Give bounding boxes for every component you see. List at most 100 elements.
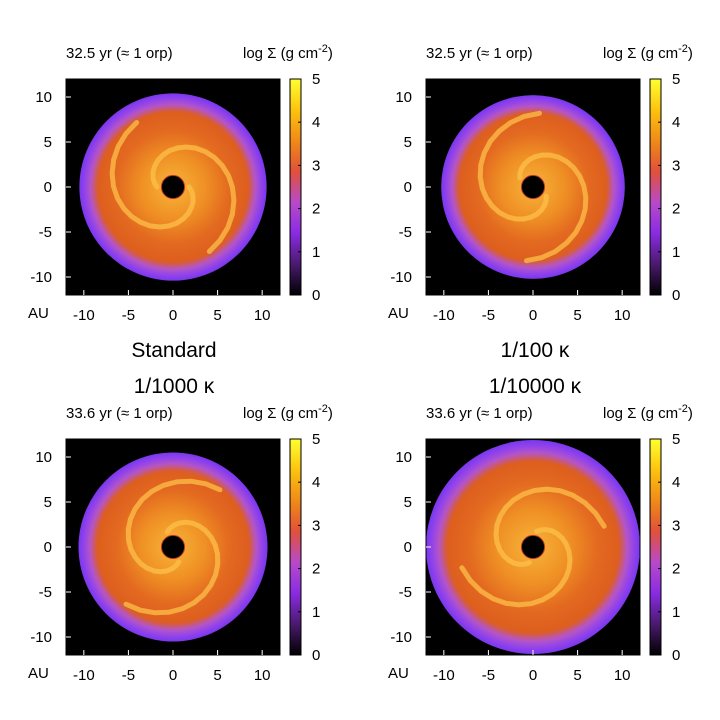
y-tick-label: -5 [399, 584, 412, 601]
colorbar-tick-label: 4 [312, 474, 320, 491]
inner-hole [160, 534, 186, 560]
colorbar-tick-label: 4 [672, 114, 680, 131]
colorbar-tick-label: 5 [672, 431, 680, 448]
y-tick-label: 0 [44, 179, 52, 196]
x-tick-label: -10 [433, 667, 455, 684]
x-tick-label: 5 [213, 667, 221, 684]
axis-unit-label: AU [388, 665, 409, 682]
x-tick-label: 10 [614, 667, 631, 684]
colorbar [649, 438, 662, 656]
x-tick-label: -10 [433, 307, 455, 324]
x-tick-label: -5 [482, 667, 495, 684]
x-tick-label: 10 [254, 667, 271, 684]
x-tick-label: -10 [73, 667, 95, 684]
inner-hole [520, 534, 546, 560]
x-tick-label: -5 [122, 667, 135, 684]
x-tick-label: 0 [529, 667, 537, 684]
x-tick-label: 5 [573, 307, 581, 324]
y-tick-label: 10 [395, 449, 412, 466]
y-tick-label: 5 [44, 134, 52, 151]
colorbar [289, 78, 302, 296]
panel-1-1000-kappa: 33.6 yr (≈ 1 orp) log Σ (g cm-2) -10 -5 0 5… [28, 403, 333, 684]
colorbar-tick-label: 3 [672, 517, 680, 534]
colorbar-tick-label: 1 [312, 244, 320, 261]
y-tick-label: 0 [404, 539, 412, 556]
spiral-arm [477, 110, 549, 222]
colorbar-tick-label: 3 [312, 517, 320, 534]
x-tick-label: 5 [573, 667, 581, 684]
caption-1-100-kappa: 1/100 κ [501, 339, 570, 362]
colorbar-tick-label: 3 [672, 157, 680, 174]
panel-1-10000-kappa: 33.6 yr (≈ 1 orp) log Σ (g cm-2) -10 -5 0 5… [388, 403, 693, 684]
caption-standard: Standard [131, 339, 216, 362]
panel-1-100-kappa: 32.5 yr (≈ 1 orp) log Σ (g cm-2) -10 -5 0 5… [388, 43, 693, 324]
colorbar-tick-label: 0 [312, 287, 320, 304]
y-tick-label: -10 [30, 629, 52, 646]
y-tick-label: 0 [44, 539, 52, 556]
panel-standard: 32.5 yr (≈ 1 orp) log Σ (g cm-2) -10 -5 0 5… [28, 43, 333, 324]
y-tick-label: 0 [404, 179, 412, 196]
y-tick-label: 10 [35, 89, 52, 106]
colorbar-tick-label: 5 [312, 71, 320, 88]
colorbar-tick-label: 5 [672, 71, 680, 88]
colorbar-tick-label: 4 [672, 474, 680, 491]
x-tick-label: 10 [614, 307, 631, 324]
colorbar-label: log Σ (g cm-2) [603, 43, 693, 62]
panel-time-label: 33.6 yr (≈ 1 orp) [66, 405, 173, 422]
colorbar-tick-label: 0 [312, 647, 320, 664]
x-tick-label: -5 [482, 307, 495, 324]
x-tick-label: 10 [254, 307, 271, 324]
spiral-arm [109, 120, 196, 230]
x-tick-label: 0 [529, 307, 537, 324]
colorbar-tick-label: 2 [312, 201, 320, 218]
colorbar [289, 438, 302, 656]
axis-unit-label: AU [28, 305, 49, 322]
y-tick-label: 10 [35, 449, 52, 466]
inner-hole [160, 174, 186, 200]
spiral-arm [123, 519, 221, 616]
y-tick-label: -5 [399, 224, 412, 241]
x-tick-label: 0 [169, 667, 177, 684]
y-tick-label: 5 [404, 494, 412, 511]
x-tick-label: -10 [73, 307, 95, 324]
colorbar-tick-label: 0 [672, 647, 680, 664]
caption-1-10000-kappa: 1/10000 κ [489, 375, 582, 398]
colorbar-tick-label: 3 [312, 157, 320, 174]
y-tick-label: -5 [39, 224, 52, 241]
spiral-arm [459, 527, 573, 608]
colorbar-tick-label: 1 [312, 604, 320, 621]
axis-unit-label: AU [28, 665, 49, 682]
spiral-arm [493, 486, 607, 567]
y-tick-label: -10 [390, 269, 412, 286]
colorbar-tick-label: 1 [672, 244, 680, 261]
panel-time-label: 32.5 yr (≈ 1 orp) [66, 45, 173, 62]
colorbar-tick-label: 0 [672, 287, 680, 304]
y-tick-label: -5 [39, 584, 52, 601]
colorbar-tick-label: 2 [672, 561, 680, 578]
colorbar [649, 78, 662, 296]
spiral-arm [517, 152, 589, 264]
y-tick-label: 5 [44, 494, 52, 511]
inner-hole [520, 174, 546, 200]
colorbar-tick-label: 2 [312, 561, 320, 578]
x-tick-label: 5 [213, 307, 221, 324]
colorbar-tick-label: 2 [672, 201, 680, 218]
colorbar-label: log Σ (g cm-2) [603, 403, 693, 422]
caption-1-1000-kappa: 1/1000 κ [134, 375, 215, 398]
colorbar-label: log Σ (g cm-2) [243, 403, 333, 422]
y-tick-label: 5 [404, 134, 412, 151]
colorbar-tick-label: 4 [312, 114, 320, 131]
colorbar-label: log Σ (g cm-2) [243, 43, 333, 62]
x-tick-label: -5 [122, 307, 135, 324]
colorbar-tick-label: 5 [312, 431, 320, 448]
colorbar-tick-label: 1 [672, 604, 680, 621]
panel-time-label: 32.5 yr (≈ 1 orp) [426, 45, 533, 62]
axis-unit-label: AU [388, 305, 409, 322]
spiral-arm [125, 478, 223, 575]
spiral-arm [150, 144, 237, 254]
panel-time-label: 33.6 yr (≈ 1 orp) [426, 405, 533, 422]
y-tick-label: -10 [390, 629, 412, 646]
y-tick-label: -10 [30, 269, 52, 286]
x-tick-label: 0 [169, 307, 177, 324]
